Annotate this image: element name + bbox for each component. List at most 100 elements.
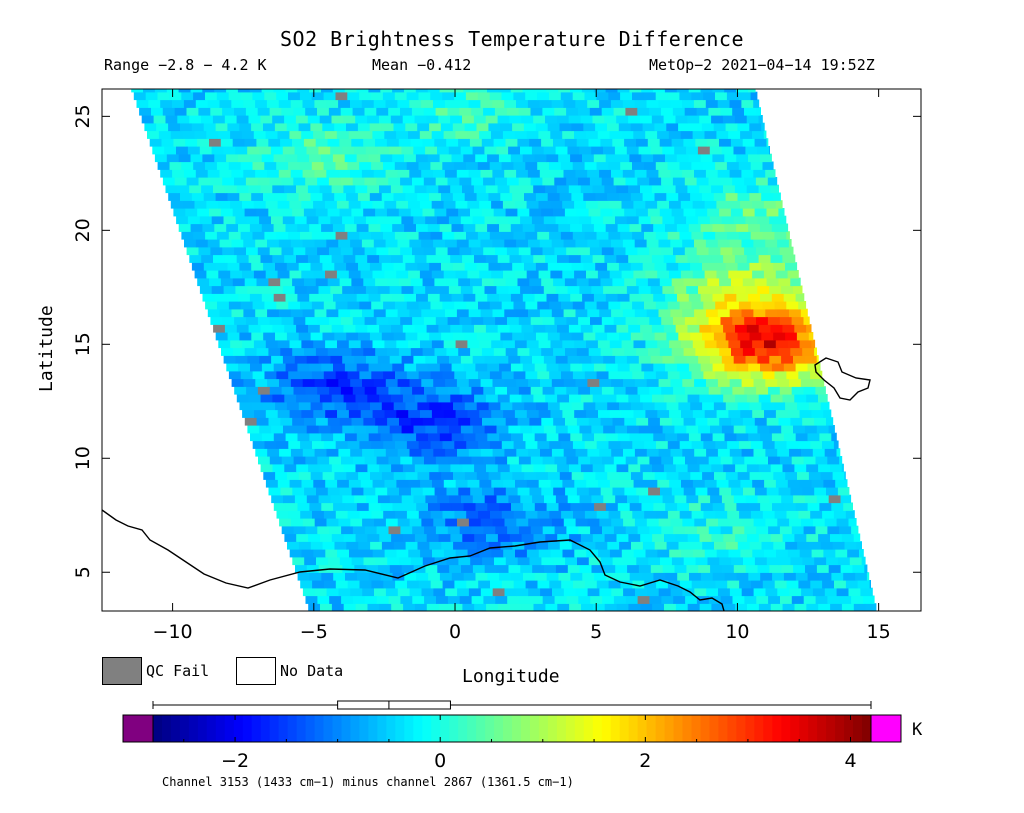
- heatmap-cell: [189, 184, 202, 194]
- heatmap-cell: [385, 448, 399, 457]
- heatmap-cell: [346, 541, 359, 550]
- heatmap-cell: [588, 347, 602, 356]
- heatmap-cell: [563, 378, 577, 387]
- heatmap-cell: [284, 463, 297, 473]
- heatmap-cell: [190, 223, 204, 232]
- heatmap-cell: [337, 549, 350, 558]
- heatmap-cell: [460, 355, 474, 364]
- heatmap-cell: [665, 223, 678, 232]
- heatmap-cell: [526, 479, 540, 488]
- heatmap-cell: [463, 293, 476, 302]
- heatmap-cell: [301, 549, 314, 558]
- heatmap-cell: [783, 363, 797, 372]
- heatmap-cell: [375, 138, 388, 147]
- heatmap-cell: [497, 184, 511, 194]
- heatmap-cell: [417, 401, 430, 411]
- heatmap-cell: [775, 270, 789, 279]
- heatmap-cell: [570, 153, 583, 163]
- heatmap-cell: [492, 378, 505, 387]
- heatmap-cell: [619, 471, 632, 480]
- heatmap-cell: [779, 386, 793, 395]
- heatmap-cell: [341, 456, 354, 465]
- heatmap-cell: [217, 301, 230, 310]
- heatmap-cell: [759, 223, 773, 232]
- heatmap-cell: [354, 494, 367, 504]
- heatmap-cell: [601, 107, 615, 116]
- heatmap-cell: [546, 572, 560, 581]
- heatmap-cell: [571, 471, 585, 480]
- heatmap-cell: [718, 587, 731, 597]
- heatmap-cell: [691, 580, 705, 589]
- heatmap-cell: [735, 394, 748, 403]
- heatmap-cell: [528, 587, 541, 597]
- heatmap-cell: [396, 409, 409, 418]
- heatmap-cell: [535, 192, 549, 201]
- heatmap-cell: [355, 603, 369, 611]
- heatmap-cell: [364, 107, 377, 116]
- heatmap-cell: [719, 138, 732, 147]
- heatmap-cell: [533, 533, 546, 542]
- heatmap-cell: [401, 425, 415, 434]
- heatmap-cell: [690, 541, 703, 550]
- heatmap-cell: [630, 262, 644, 271]
- heatmap-cell: [292, 347, 305, 356]
- heatmap-cell: [318, 564, 332, 573]
- heatmap-cell: [248, 184, 261, 194]
- heatmap-cell: [716, 270, 729, 279]
- heatmap-cell: [737, 192, 750, 201]
- heatmap-cell: [356, 572, 370, 581]
- heatmap-cell: [767, 246, 781, 256]
- heatmap-cell: [581, 603, 594, 611]
- heatmap-cell: [828, 564, 842, 573]
- heatmap-cell: [243, 378, 256, 387]
- heatmap-cell: [347, 580, 361, 589]
- heatmap-cell: [273, 432, 287, 442]
- heatmap-cell: [429, 122, 442, 132]
- heatmap-cell: [517, 417, 531, 426]
- heatmap-cell: [385, 378, 399, 387]
- heatmap-cell: [690, 471, 703, 480]
- heatmap-cell: [625, 525, 639, 535]
- heatmap-cell: [319, 254, 333, 263]
- heatmap-cell: [330, 285, 343, 294]
- heatmap-cell: [814, 487, 827, 496]
- heatmap-cell: [350, 448, 363, 457]
- heatmap-cell: [823, 479, 836, 488]
- heatmap-cell: [288, 440, 301, 449]
- heatmap-cell: [253, 339, 267, 349]
- heatmap-cell: [537, 580, 550, 589]
- heatmap-cell: [655, 91, 669, 101]
- colorbar-segment: [853, 715, 863, 742]
- heatmap-cell: [456, 239, 470, 248]
- heatmap-cell: [227, 262, 240, 271]
- heatmap-cell: [632, 161, 645, 170]
- heatmap-cell: [371, 580, 384, 589]
- heatmap-cell: [363, 556, 376, 566]
- heatmap-cell: [792, 285, 803, 294]
- heatmap-cell: [260, 184, 273, 194]
- heatmap-cell: [650, 494, 664, 504]
- heatmap-cell: [688, 432, 702, 442]
- heatmap-cell: [587, 308, 600, 318]
- heatmap-cell: [806, 394, 819, 403]
- heatmap-cell: [811, 409, 824, 418]
- heatmap-cell: [843, 572, 856, 581]
- heatmap-cell: [641, 502, 654, 511]
- heatmap-cell: [688, 363, 702, 372]
- heatmap-cell: [442, 510, 455, 519]
- heatmap-cell: [732, 595, 745, 604]
- heatmap-cell: [446, 138, 459, 147]
- colorbar-segment: [835, 715, 845, 742]
- heatmap-cell: [509, 533, 523, 542]
- heatmap-cell: [400, 525, 413, 535]
- heatmap-cell: [799, 549, 813, 558]
- heatmap-cell: [277, 200, 291, 209]
- heatmap-cell: [197, 277, 210, 287]
- heatmap-cell: [485, 394, 499, 403]
- heatmap-cell: [574, 270, 587, 279]
- heatmap-cell: [290, 308, 304, 318]
- heatmap-cell: [272, 184, 285, 194]
- x-tick-label: 0: [449, 621, 461, 643]
- heatmap-cell: [814, 417, 827, 426]
- heatmap-cell: [422, 417, 436, 426]
